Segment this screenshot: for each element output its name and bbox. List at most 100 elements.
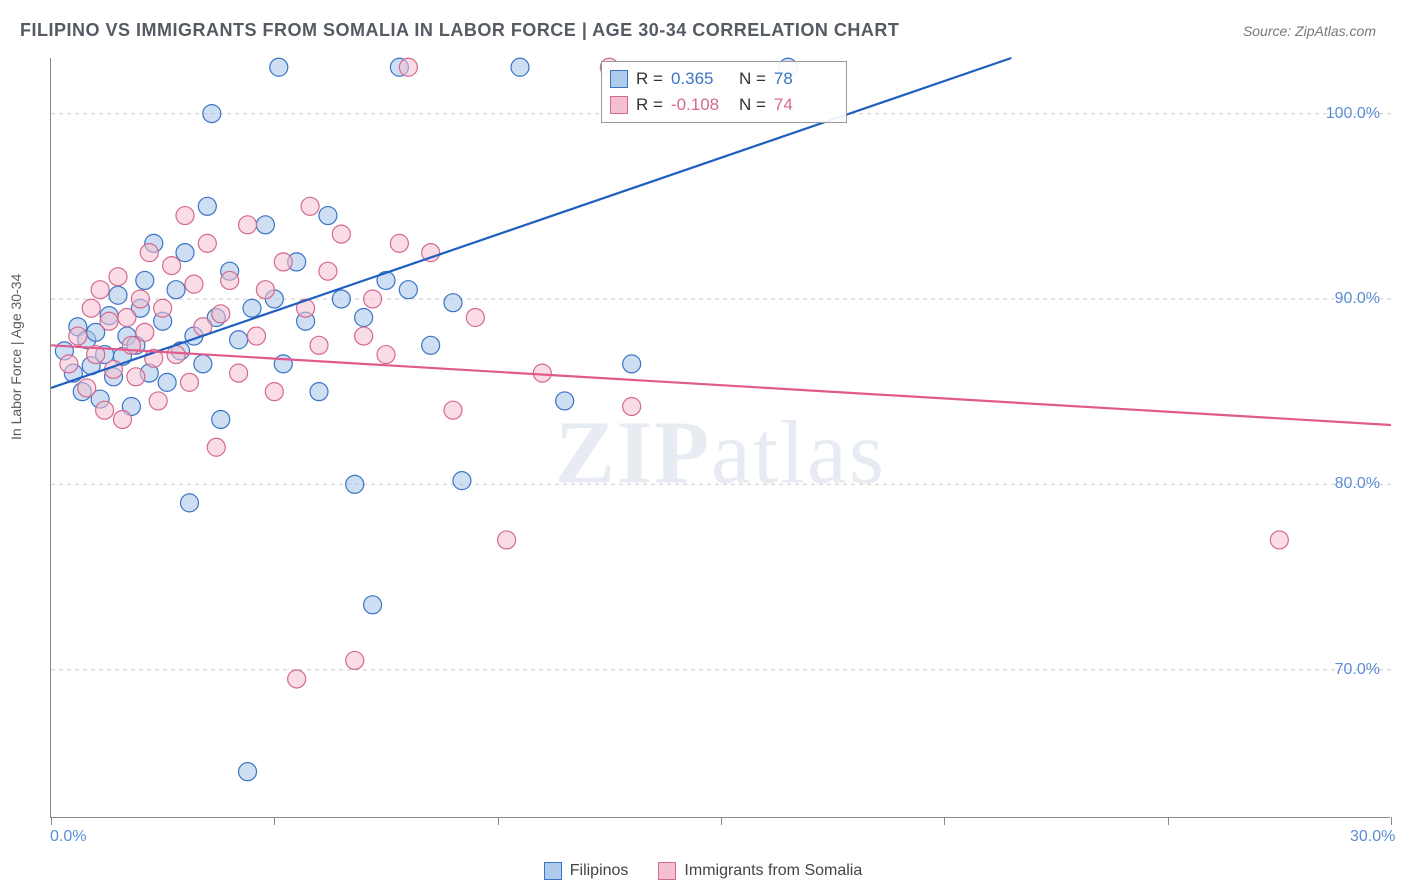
data-point: [390, 234, 408, 252]
data-point: [1270, 531, 1288, 549]
data-point: [185, 275, 203, 293]
data-point: [136, 323, 154, 341]
data-point: [274, 355, 292, 373]
data-point: [140, 244, 158, 262]
data-point: [511, 58, 529, 76]
y-tick-label: 100.0%: [1326, 105, 1380, 123]
header: FILIPINO VS IMMIGRANTS FROM SOMALIA IN L…: [0, 0, 1406, 51]
gridlines: [51, 114, 1391, 670]
trendline: [51, 345, 1391, 425]
data-point: [113, 410, 131, 428]
data-point: [158, 373, 176, 391]
legend-item-filipinos: Filipinos: [544, 862, 629, 880]
data-point: [82, 299, 100, 317]
chart-title: FILIPINO VS IMMIGRANTS FROM SOMALIA IN L…: [20, 20, 899, 41]
data-point: [198, 234, 216, 252]
chart-plot-area: ZIPatlas R = 0.365 N = 78 R = -0.108 N =…: [50, 58, 1390, 818]
data-point: [243, 299, 261, 317]
data-point: [176, 207, 194, 225]
trendline: [51, 58, 1011, 388]
n-label: N =: [739, 66, 766, 92]
chart-svg: [51, 58, 1390, 817]
data-point: [444, 294, 462, 312]
data-point: [122, 336, 140, 354]
data-point: [422, 336, 440, 354]
stats-row-filipinos: R = 0.365 N = 78: [610, 66, 834, 92]
source-citation: Source: ZipAtlas.com: [1243, 23, 1376, 39]
data-point: [310, 383, 328, 401]
y-tick-label: 70.0%: [1335, 661, 1380, 679]
data-point: [346, 651, 364, 669]
swatch-pink-icon: [658, 862, 676, 880]
r-value-somalia: -0.108: [671, 92, 731, 118]
x-tick-label: 0.0%: [50, 828, 86, 846]
data-point: [310, 336, 328, 354]
correlation-stats-box: R = 0.365 N = 78 R = -0.108 N = 74: [601, 61, 847, 123]
data-point: [194, 355, 212, 373]
data-point: [212, 305, 230, 323]
data-point: [623, 355, 641, 373]
data-point: [78, 379, 96, 397]
data-point: [230, 364, 248, 382]
data-point: [355, 327, 373, 345]
data-point: [100, 312, 118, 330]
swatch-pink-icon: [610, 96, 628, 114]
data-point: [109, 286, 127, 304]
legend-label-filipinos: Filipinos: [570, 862, 629, 880]
swatch-blue-icon: [544, 862, 562, 880]
data-point: [149, 392, 167, 410]
data-point: [180, 494, 198, 512]
data-point: [399, 58, 417, 76]
data-point: [364, 596, 382, 614]
data-point: [207, 438, 225, 456]
data-point: [203, 105, 221, 123]
data-point: [355, 309, 373, 327]
data-point: [288, 670, 306, 688]
data-point: [274, 253, 292, 271]
n-value-somalia: 74: [774, 92, 834, 118]
data-point: [265, 383, 283, 401]
data-point: [332, 225, 350, 243]
stats-row-somalia: R = -0.108 N = 74: [610, 92, 834, 118]
data-point: [453, 472, 471, 490]
data-point: [247, 327, 265, 345]
data-point: [399, 281, 417, 299]
data-point: [176, 244, 194, 262]
y-tick-label: 80.0%: [1335, 475, 1380, 493]
data-point: [180, 373, 198, 391]
legend-item-somalia: Immigrants from Somalia: [658, 862, 862, 880]
n-value-filipinos: 78: [774, 66, 834, 92]
data-point: [239, 763, 257, 781]
data-point: [60, 355, 78, 373]
data-point: [154, 299, 172, 317]
data-point: [270, 58, 288, 76]
swatch-blue-icon: [610, 70, 628, 88]
data-point: [167, 281, 185, 299]
data-point: [498, 531, 516, 549]
source-label: Source:: [1243, 23, 1295, 39]
y-tick-label: 90.0%: [1335, 290, 1380, 308]
data-point: [109, 268, 127, 286]
data-point: [230, 331, 248, 349]
data-point: [332, 290, 350, 308]
n-label: N =: [739, 92, 766, 118]
data-point: [69, 327, 87, 345]
data-point: [556, 392, 574, 410]
data-point: [364, 290, 382, 308]
data-point: [96, 401, 114, 419]
legend: Filipinos Immigrants from Somalia: [0, 862, 1406, 880]
data-point: [91, 281, 109, 299]
r-value-filipinos: 0.365: [671, 66, 731, 92]
data-point: [346, 475, 364, 493]
data-point: [301, 197, 319, 215]
data-point: [466, 309, 484, 327]
data-point: [212, 410, 230, 428]
data-point: [623, 397, 641, 415]
data-point: [256, 281, 274, 299]
data-point: [221, 271, 239, 289]
data-point: [239, 216, 257, 234]
data-point: [136, 271, 154, 289]
data-point: [256, 216, 274, 234]
data-point: [198, 197, 216, 215]
data-point: [444, 401, 462, 419]
